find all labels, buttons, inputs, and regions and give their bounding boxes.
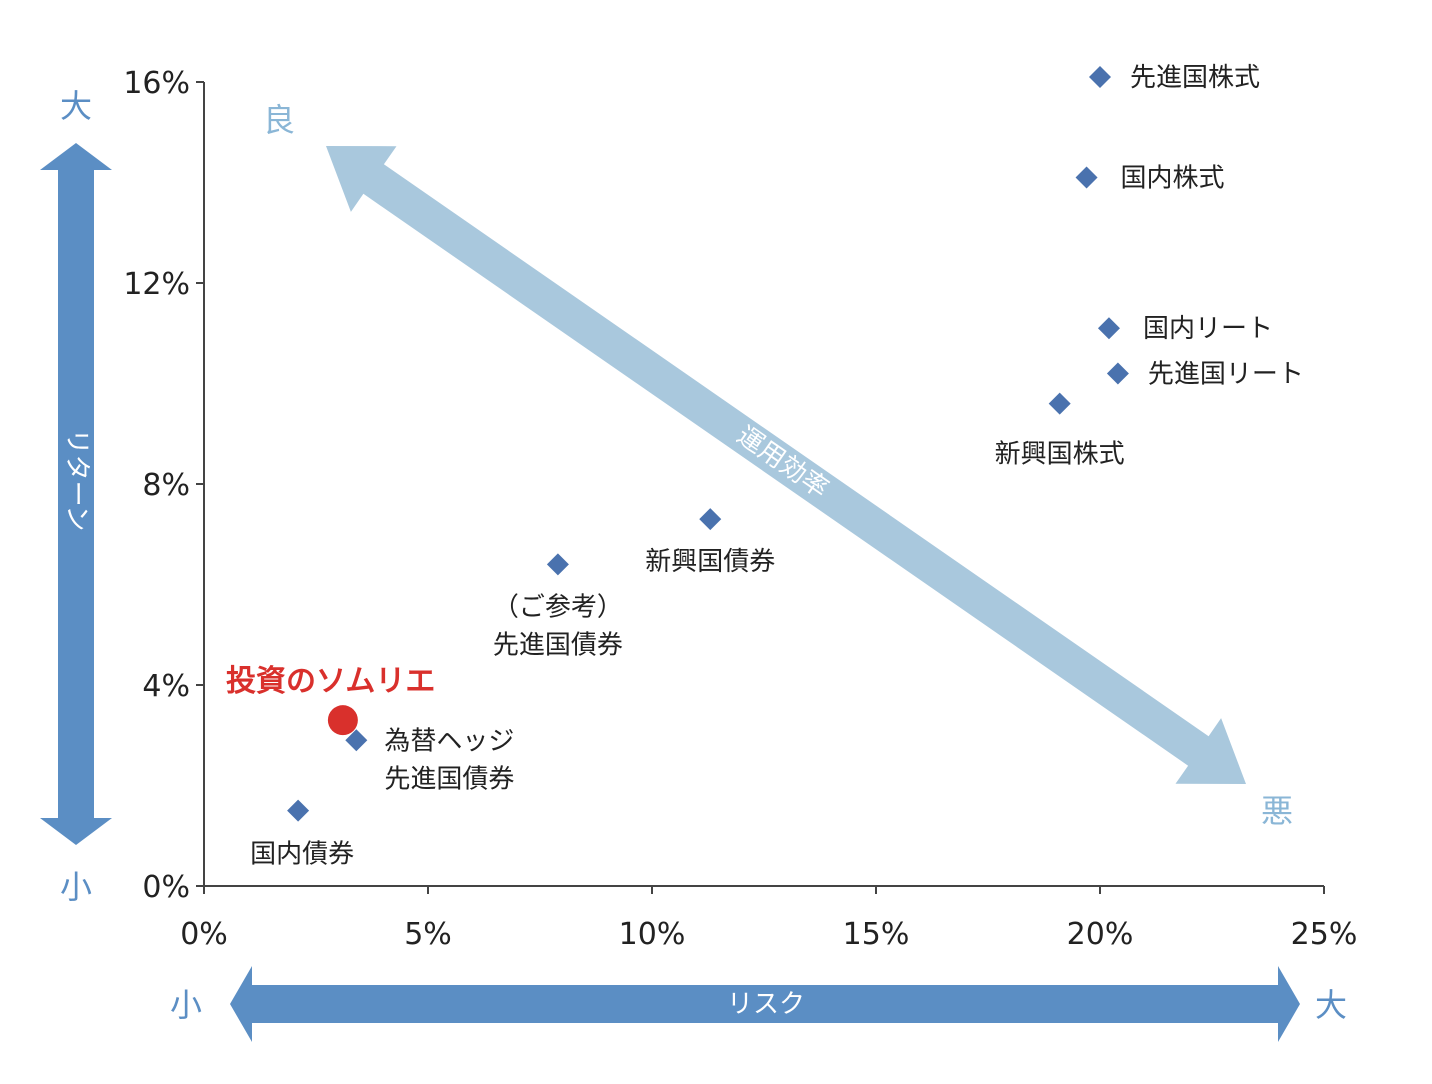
risk-small-label: 小 [170, 986, 202, 1024]
data-point-marker [699, 508, 722, 531]
highlight-point-marker [327, 705, 358, 736]
efficiency-arrow-label: 運用効率 [731, 421, 834, 505]
risk-axis-arrow: リスク [230, 966, 1300, 1042]
return-arrow-shape [40, 143, 112, 845]
data-point-label: 為替ヘッジ [384, 726, 514, 756]
return-large-label: 大 [60, 87, 92, 125]
y-tick-label: 4% [142, 669, 190, 704]
y-tick-label: 8% [142, 468, 190, 503]
data-point-marker [1097, 317, 1120, 340]
data-point-label: 新興国債券 [645, 547, 775, 577]
data-point-label: 先進国債券 [493, 630, 623, 660]
x-tick-label: 0% [180, 917, 228, 952]
data-point-label: 先進国株式 [1130, 63, 1260, 93]
x-tick-label: 25% [1291, 917, 1358, 952]
highlight-point-label: 投資のソムリエ [226, 664, 435, 699]
x-tick-label: 5% [404, 917, 452, 952]
data-point-marker [287, 799, 310, 822]
data-point-label: 先進国リート [1148, 359, 1304, 389]
risk-arrow-shape [230, 966, 1300, 1042]
return-axis-arrow: リターン [40, 143, 112, 845]
x-tick-label: 20% [1067, 917, 1134, 952]
data-point-label: 先進国債券 [384, 764, 514, 794]
y-tick-label: 0% [142, 870, 190, 905]
data-point-marker [1089, 65, 1111, 88]
data-point-label: 国内株式 [1121, 163, 1225, 193]
data-point-marker [1106, 362, 1129, 385]
x-tick-label: 15% [843, 917, 910, 952]
efficiency-arrow-shape [326, 146, 1246, 784]
return-axis-label: リターン [62, 429, 92, 532]
risk-axis-label: リスク [727, 990, 805, 1020]
x-tick-label: 10% [619, 917, 686, 952]
y-tick-label: 12% [123, 267, 190, 302]
data-point-marker [546, 553, 569, 576]
data-point-marker [1075, 166, 1098, 189]
data-point-label: （ご参考） [493, 592, 623, 622]
data-point-marker [345, 729, 368, 752]
efficiency-bad-label: 悪 [1261, 792, 1293, 830]
risk-large-label: 大 [1315, 986, 1347, 1024]
data-point-marker [1048, 392, 1071, 415]
y-tick-label: 16% [123, 66, 190, 101]
efficiency-good-label: 良 [263, 101, 295, 139]
return-small-label: 小 [60, 868, 92, 906]
data-point-label: 国内債券 [250, 840, 354, 870]
data-point-label: 国内リート [1143, 314, 1273, 344]
data-point-label: 新興国株式 [995, 440, 1125, 470]
